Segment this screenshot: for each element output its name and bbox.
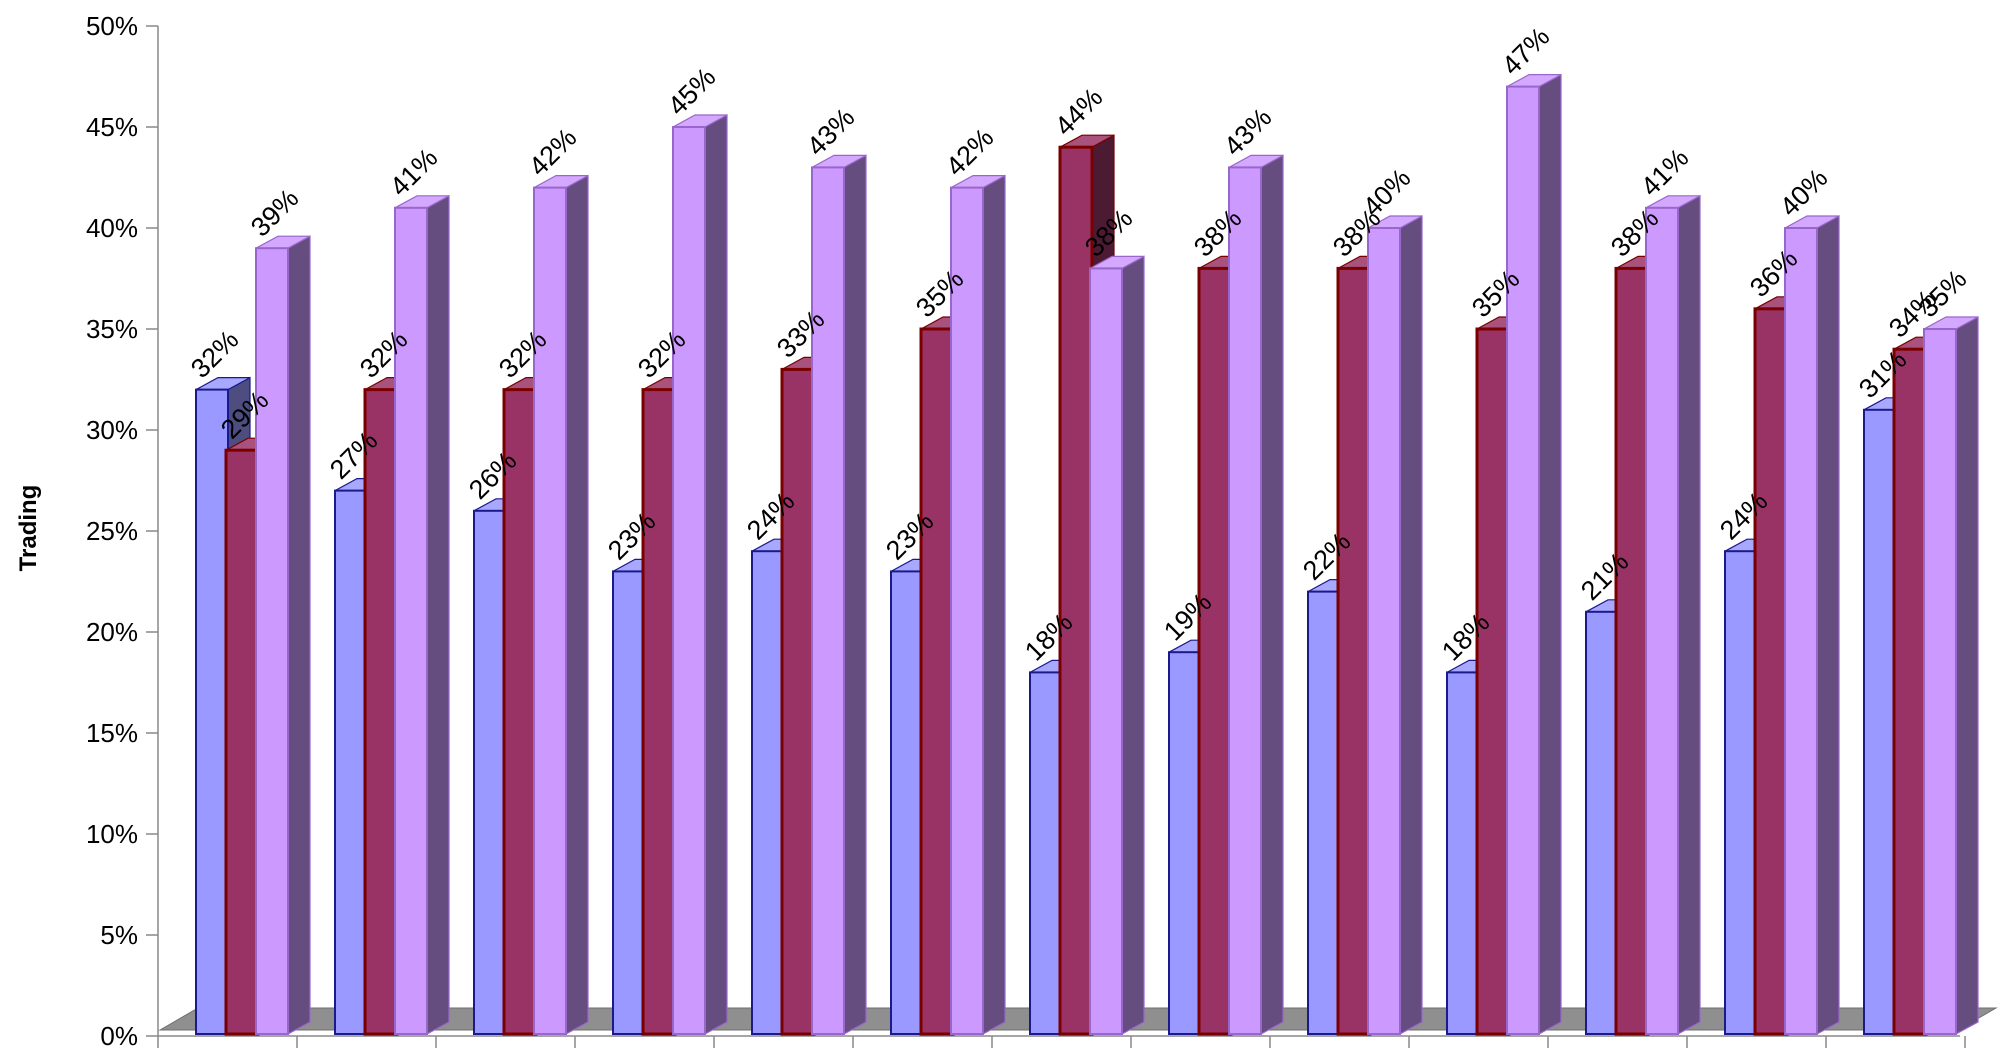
bar-front — [1892, 347, 1928, 1036]
bar-side — [1121, 255, 1145, 1036]
y-tick-label: 40% — [86, 213, 138, 243]
bar-front — [1367, 227, 1401, 1035]
bar-front — [195, 388, 229, 1036]
bar — [533, 174, 589, 1036]
bar-side — [1677, 194, 1701, 1036]
bar-front — [1307, 590, 1341, 1035]
bar-front — [890, 570, 924, 1036]
bar-side — [843, 154, 867, 1036]
bar-front — [1168, 651, 1202, 1035]
y-axis-label: Trading — [15, 485, 42, 572]
bar-front — [751, 550, 785, 1035]
bar-front — [1923, 328, 1957, 1035]
bar-front — [1753, 307, 1789, 1036]
y-tick-label: 50% — [86, 11, 138, 41]
bar-front — [1585, 610, 1619, 1035]
bar-front — [950, 186, 984, 1036]
bar — [255, 235, 311, 1036]
bar — [1228, 154, 1284, 1036]
y-tick-label: 0% — [100, 1021, 138, 1048]
bar-front — [780, 367, 816, 1036]
y-tick-label: 30% — [86, 415, 138, 445]
data-label: 43% — [801, 102, 860, 161]
bar-front — [502, 388, 538, 1036]
bar-front — [334, 489, 368, 1036]
data-label: 42% — [523, 122, 582, 181]
bar-side — [1538, 73, 1562, 1036]
data-label: 44% — [1049, 82, 1108, 141]
y-tick-label: 25% — [86, 516, 138, 546]
y-tick-label: 5% — [100, 920, 138, 950]
data-label: 41% — [1635, 143, 1694, 202]
bar-front — [1029, 671, 1063, 1036]
bars — [195, 73, 1979, 1036]
bar-front — [1506, 85, 1540, 1036]
bar-front — [1784, 227, 1818, 1035]
bar — [1645, 194, 1701, 1036]
y-tick-label: 15% — [86, 718, 138, 748]
bar-front — [1446, 671, 1480, 1036]
bar-side — [704, 113, 728, 1036]
bar-front — [641, 388, 677, 1036]
bar-front — [255, 247, 289, 1035]
bar-side — [1399, 214, 1423, 1036]
bar — [1089, 255, 1145, 1036]
data-label: 43% — [1218, 102, 1277, 161]
y-tick-label: 45% — [86, 112, 138, 142]
bar-side — [1260, 154, 1284, 1036]
bar-front — [612, 570, 646, 1036]
bar-side — [426, 194, 450, 1036]
bar-side — [982, 174, 1006, 1036]
bar-side — [1955, 315, 1979, 1036]
bar — [950, 174, 1006, 1036]
y-tick-label: 35% — [86, 314, 138, 344]
bar-front — [811, 166, 845, 1035]
bar — [672, 113, 728, 1036]
bar — [1367, 214, 1423, 1036]
bar-front — [1863, 408, 1897, 1035]
bar-front — [1724, 550, 1758, 1035]
data-label: 42% — [940, 122, 999, 181]
bar-front — [1336, 266, 1372, 1036]
bar-side — [287, 235, 311, 1036]
bar — [1784, 214, 1840, 1036]
bar-side — [1816, 214, 1840, 1036]
bar-front — [919, 327, 955, 1036]
data-label: 40% — [1774, 163, 1833, 222]
data-label: 47% — [1496, 21, 1555, 80]
bar — [1923, 315, 1979, 1036]
y-tick-label: 20% — [86, 617, 138, 647]
bar-front — [394, 206, 428, 1036]
y-axis: 0% 5% 10% 15% 20% 25% 30% 35% 40% 45% 50% — [86, 11, 1966, 1051]
bar-front — [1089, 267, 1123, 1035]
bar-front — [363, 388, 399, 1036]
bar-front — [224, 448, 260, 1036]
bar-front — [473, 509, 507, 1035]
bar-side — [565, 174, 589, 1036]
bar-front — [533, 186, 567, 1036]
bar — [811, 154, 867, 1036]
bar-front — [1058, 145, 1094, 1036]
bar-front — [1197, 266, 1233, 1036]
bar-front — [1228, 166, 1262, 1035]
data-label: 45% — [662, 62, 721, 121]
bar-front — [1475, 327, 1511, 1036]
bar — [1506, 73, 1562, 1036]
bar-front — [1645, 206, 1679, 1036]
data-label: 32% — [185, 324, 244, 383]
bar-front — [672, 126, 706, 1035]
bar — [394, 194, 450, 1036]
data-label: 39% — [245, 183, 304, 242]
data-label: 41% — [384, 143, 443, 202]
y-tick-label: 10% — [86, 819, 138, 849]
bar-front — [1614, 266, 1650, 1036]
